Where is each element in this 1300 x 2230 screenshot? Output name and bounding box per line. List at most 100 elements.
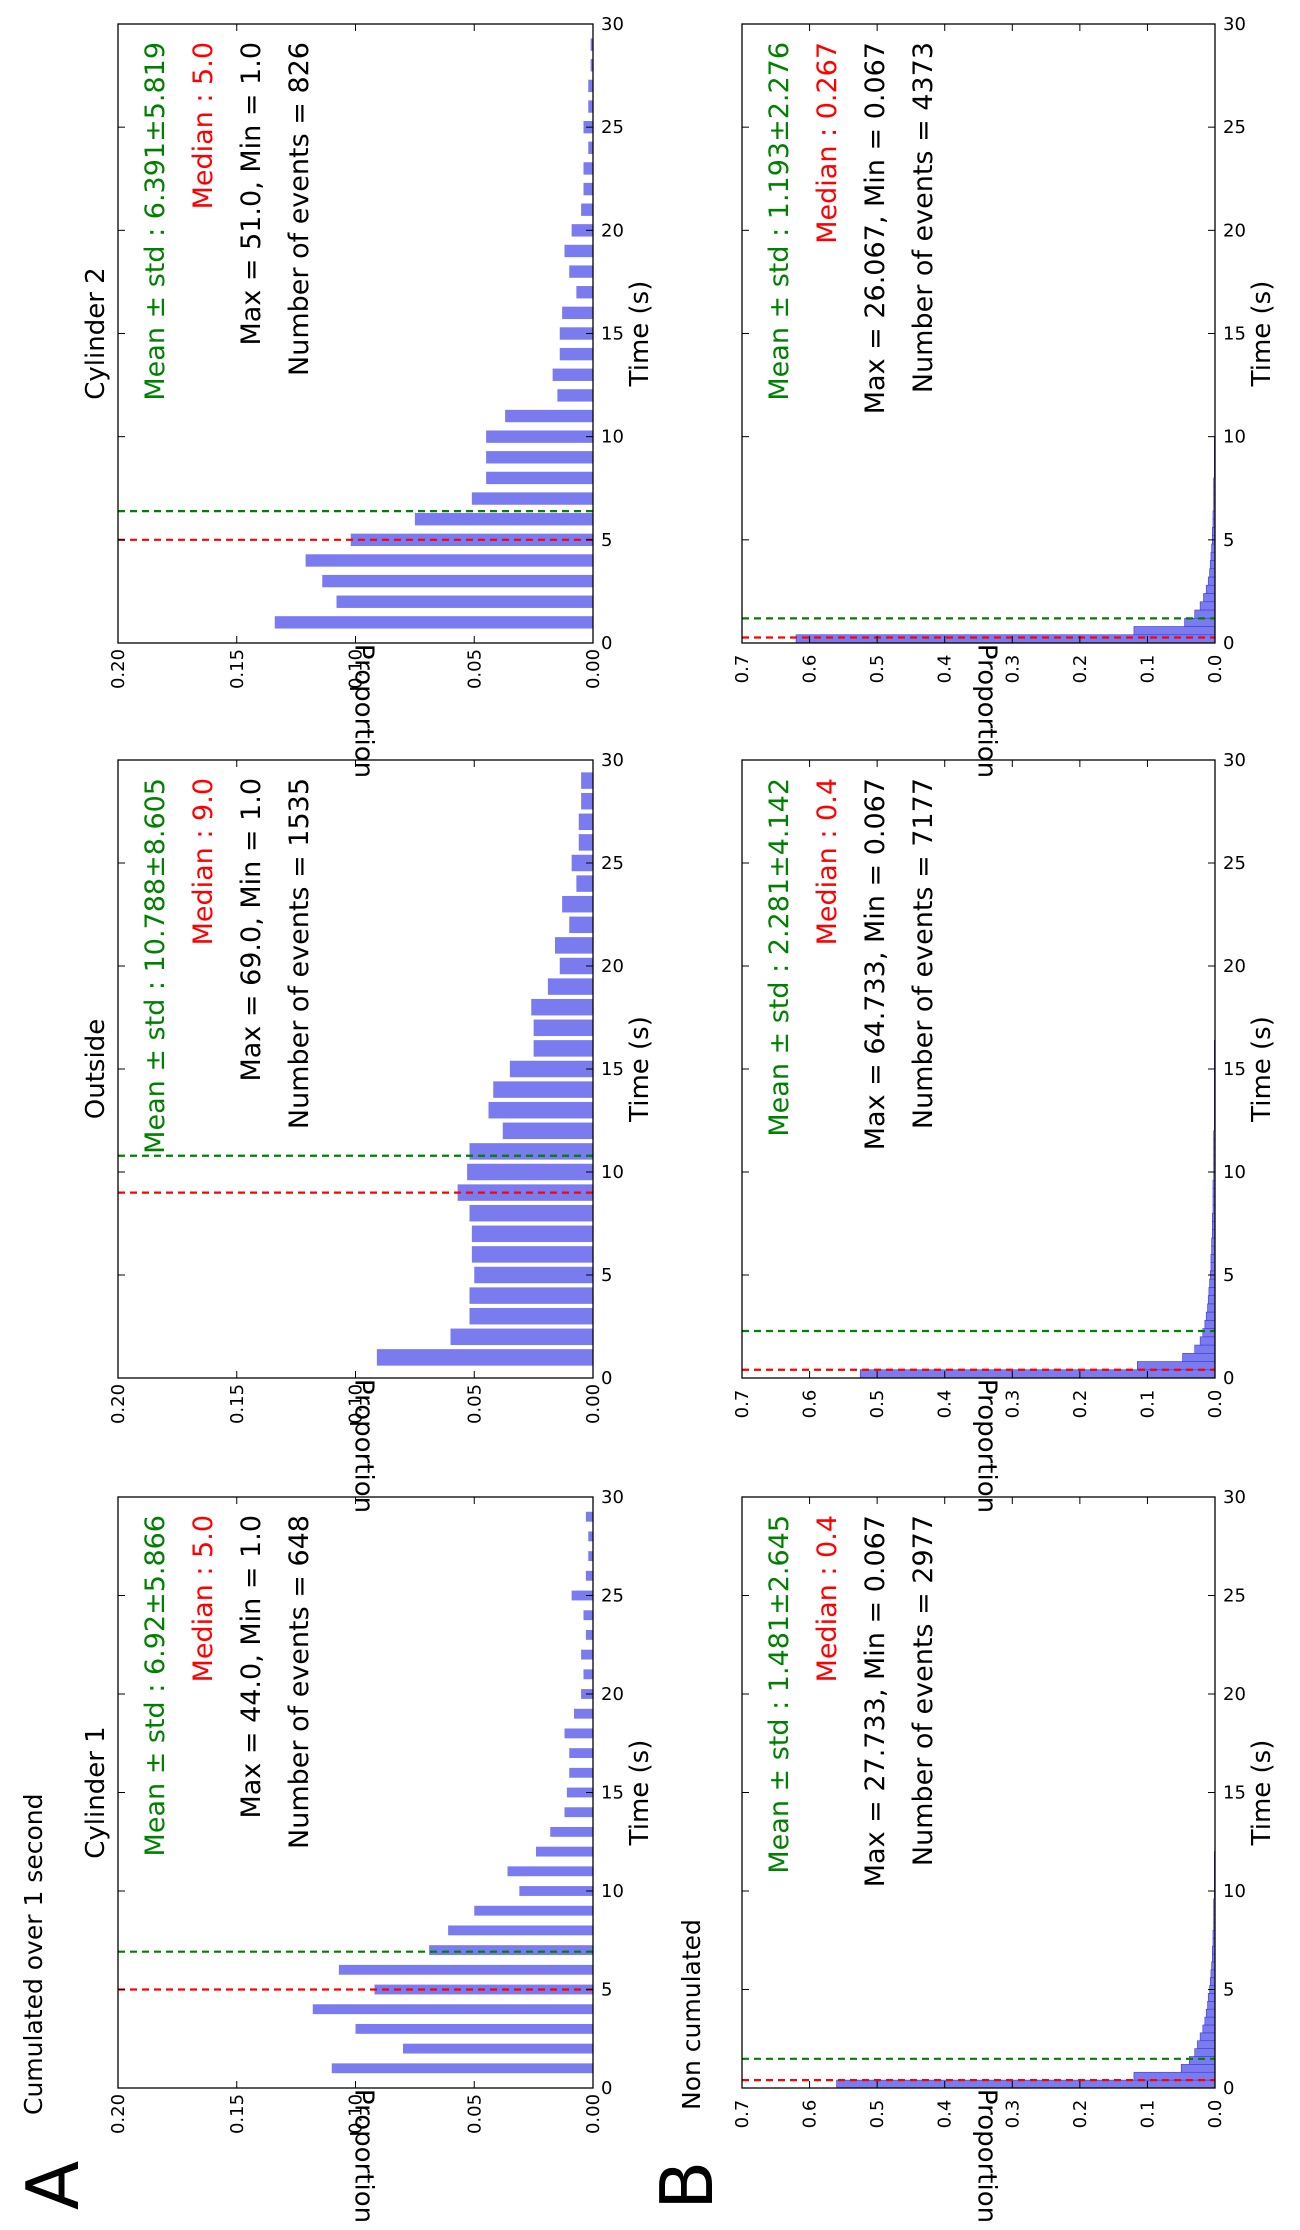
histogram-bar bbox=[312, 2004, 593, 2015]
histogram-bar bbox=[448, 1925, 593, 1936]
histogram-bar bbox=[1205, 584, 1216, 594]
histogram-bar bbox=[502, 1122, 593, 1140]
x-tick-label: 10 bbox=[601, 1162, 624, 1183]
histogram-bar bbox=[403, 2043, 593, 2054]
x-tick-label: 5 bbox=[601, 530, 612, 551]
y-tick-label: 0.05 bbox=[464, 1384, 485, 1424]
y-tick-label: 0.6 bbox=[800, 2100, 821, 2129]
y-tick-label: 0.5 bbox=[867, 1390, 888, 1419]
histogram-bar bbox=[576, 875, 593, 892]
histogram-bar bbox=[486, 430, 593, 443]
histogram-bar bbox=[1204, 1320, 1216, 1329]
histogram-bar bbox=[467, 1163, 593, 1181]
histogram-bar bbox=[305, 554, 593, 567]
y-tick-label: 0.15 bbox=[227, 649, 248, 689]
histogram-bar bbox=[1207, 2001, 1216, 2010]
histogram-bar bbox=[1209, 1278, 1216, 1288]
histogram-bar bbox=[533, 1019, 593, 1037]
y-tick-label: 0.1 bbox=[1137, 655, 1158, 684]
histogram-bar bbox=[322, 574, 593, 588]
histogram-bar bbox=[469, 1204, 593, 1222]
histogram-bar bbox=[576, 286, 593, 299]
histogram-bar bbox=[486, 451, 593, 464]
histogram-bar bbox=[571, 1590, 593, 1601]
histogram-bar bbox=[578, 834, 593, 851]
histogram-bar bbox=[555, 937, 593, 954]
y-tick-label: 0.3 bbox=[1002, 1390, 1023, 1419]
mean-annotation: Mean ± std : 1.193±2.276 bbox=[764, 42, 795, 401]
x-axis-label: Time (s) bbox=[625, 1740, 655, 1847]
y-tick-label: 0.1 bbox=[1137, 1390, 1158, 1419]
histogram-bar bbox=[531, 998, 593, 1016]
histogram-bar bbox=[552, 368, 593, 381]
events-annotation: Number of events = 2977 bbox=[908, 1515, 939, 1866]
histogram-bar bbox=[569, 916, 593, 934]
histogram-bar bbox=[338, 1964, 593, 1975]
histogram-bar bbox=[571, 224, 593, 237]
y-axis-label: Proportion bbox=[972, 2089, 1002, 2223]
x-tick-label: 20 bbox=[601, 1684, 624, 1705]
chart-3: 0 5 10 15 20 25 30 0.00 0.05 0.10 0.15 0.20 Proporti… bbox=[81, 14, 655, 778]
mean-annotation: Mean ± std : 6.391±5.819 bbox=[140, 42, 171, 401]
y-tick-label: 0.15 bbox=[227, 1384, 248, 1424]
mean-annotation: Mean ± std : 6.92±5.866 bbox=[140, 1515, 171, 1856]
histogram-bar bbox=[583, 1669, 593, 1680]
histogram-bar bbox=[588, 1551, 593, 1562]
x-tick-label: 5 bbox=[601, 1265, 612, 1286]
histogram-bar bbox=[859, 1369, 1216, 1379]
x-tick-label: 10 bbox=[601, 1881, 624, 1902]
histogram-bar bbox=[1209, 1977, 1216, 1986]
median-annotation: Median : 9.0 bbox=[188, 778, 219, 945]
x-tick-label: 30 bbox=[601, 1487, 624, 1508]
mean-annotation: Mean ± std : 1.481±2.645 bbox=[764, 1515, 795, 1874]
x-tick-label: 0 bbox=[1223, 633, 1234, 654]
histogram-bar bbox=[1199, 1336, 1216, 1346]
x-tick-label: 30 bbox=[1223, 14, 1246, 35]
histogram-bar bbox=[469, 1287, 593, 1304]
histogram-bar bbox=[429, 1945, 593, 1956]
histogram-bar bbox=[274, 616, 593, 629]
histogram-bar bbox=[486, 471, 593, 485]
events-annotation: Number of events = 1535 bbox=[284, 778, 315, 1129]
x-tick-label: 10 bbox=[601, 427, 624, 448]
events-annotation: Number of events = 826 bbox=[284, 42, 315, 376]
y-tick-label: 0.2 bbox=[1070, 1390, 1091, 1419]
histogram-bar bbox=[1136, 1361, 1216, 1371]
x-tick-label: 10 bbox=[1223, 1162, 1246, 1183]
x-axis-label: Time (s) bbox=[1247, 1016, 1277, 1123]
histogram-bar bbox=[1209, 560, 1216, 570]
histogram-bar bbox=[509, 1060, 593, 1078]
maxmin-annotation: Max = 51.0, Min = 1.0 bbox=[236, 42, 267, 346]
y-tick-label: 0.2 bbox=[1070, 655, 1091, 684]
y-axis-label: Proportion bbox=[972, 1379, 1002, 1513]
histogram-bar bbox=[533, 1040, 593, 1057]
histogram-bar bbox=[457, 1184, 593, 1201]
y-axis-label: Proportion bbox=[972, 644, 1002, 778]
x-tick-label: 0 bbox=[1223, 1368, 1234, 1389]
histogram-bar bbox=[581, 1649, 593, 1660]
y-tick-label: 0.10 bbox=[346, 649, 367, 689]
histogram-bar bbox=[574, 1708, 593, 1719]
histogram-bar bbox=[469, 1143, 593, 1160]
median-annotation: Median : 5.0 bbox=[188, 42, 219, 209]
histogram-bar bbox=[588, 79, 593, 93]
histogram-bar bbox=[569, 1767, 593, 1778]
x-tick-label: 25 bbox=[1223, 1586, 1246, 1607]
y-axis-label: Proportion bbox=[349, 1379, 379, 1513]
chart-1: 0 5 10 15 20 25 30 0.00 0.05 0.10 0.15 0.20 Proporti… bbox=[81, 1487, 655, 2223]
y-tick-label: 0.5 bbox=[867, 655, 888, 684]
histogram-bar bbox=[559, 347, 593, 361]
histogram-bar bbox=[585, 1629, 593, 1640]
histogram-bar bbox=[581, 792, 593, 810]
x-tick-label: 15 bbox=[1223, 1059, 1246, 1080]
y-tick-label: 0.20 bbox=[108, 2094, 129, 2134]
histogram-bar bbox=[474, 1905, 593, 1916]
histogram-bar bbox=[376, 1349, 593, 1366]
histogram-bar bbox=[1194, 2048, 1216, 2057]
x-tick-label: 20 bbox=[1223, 1684, 1246, 1705]
x-tick-label: 5 bbox=[1223, 1265, 1234, 1286]
histogram-bar bbox=[559, 957, 593, 975]
histogram-bar bbox=[581, 772, 593, 789]
histogram-bar bbox=[1182, 1352, 1216, 1362]
